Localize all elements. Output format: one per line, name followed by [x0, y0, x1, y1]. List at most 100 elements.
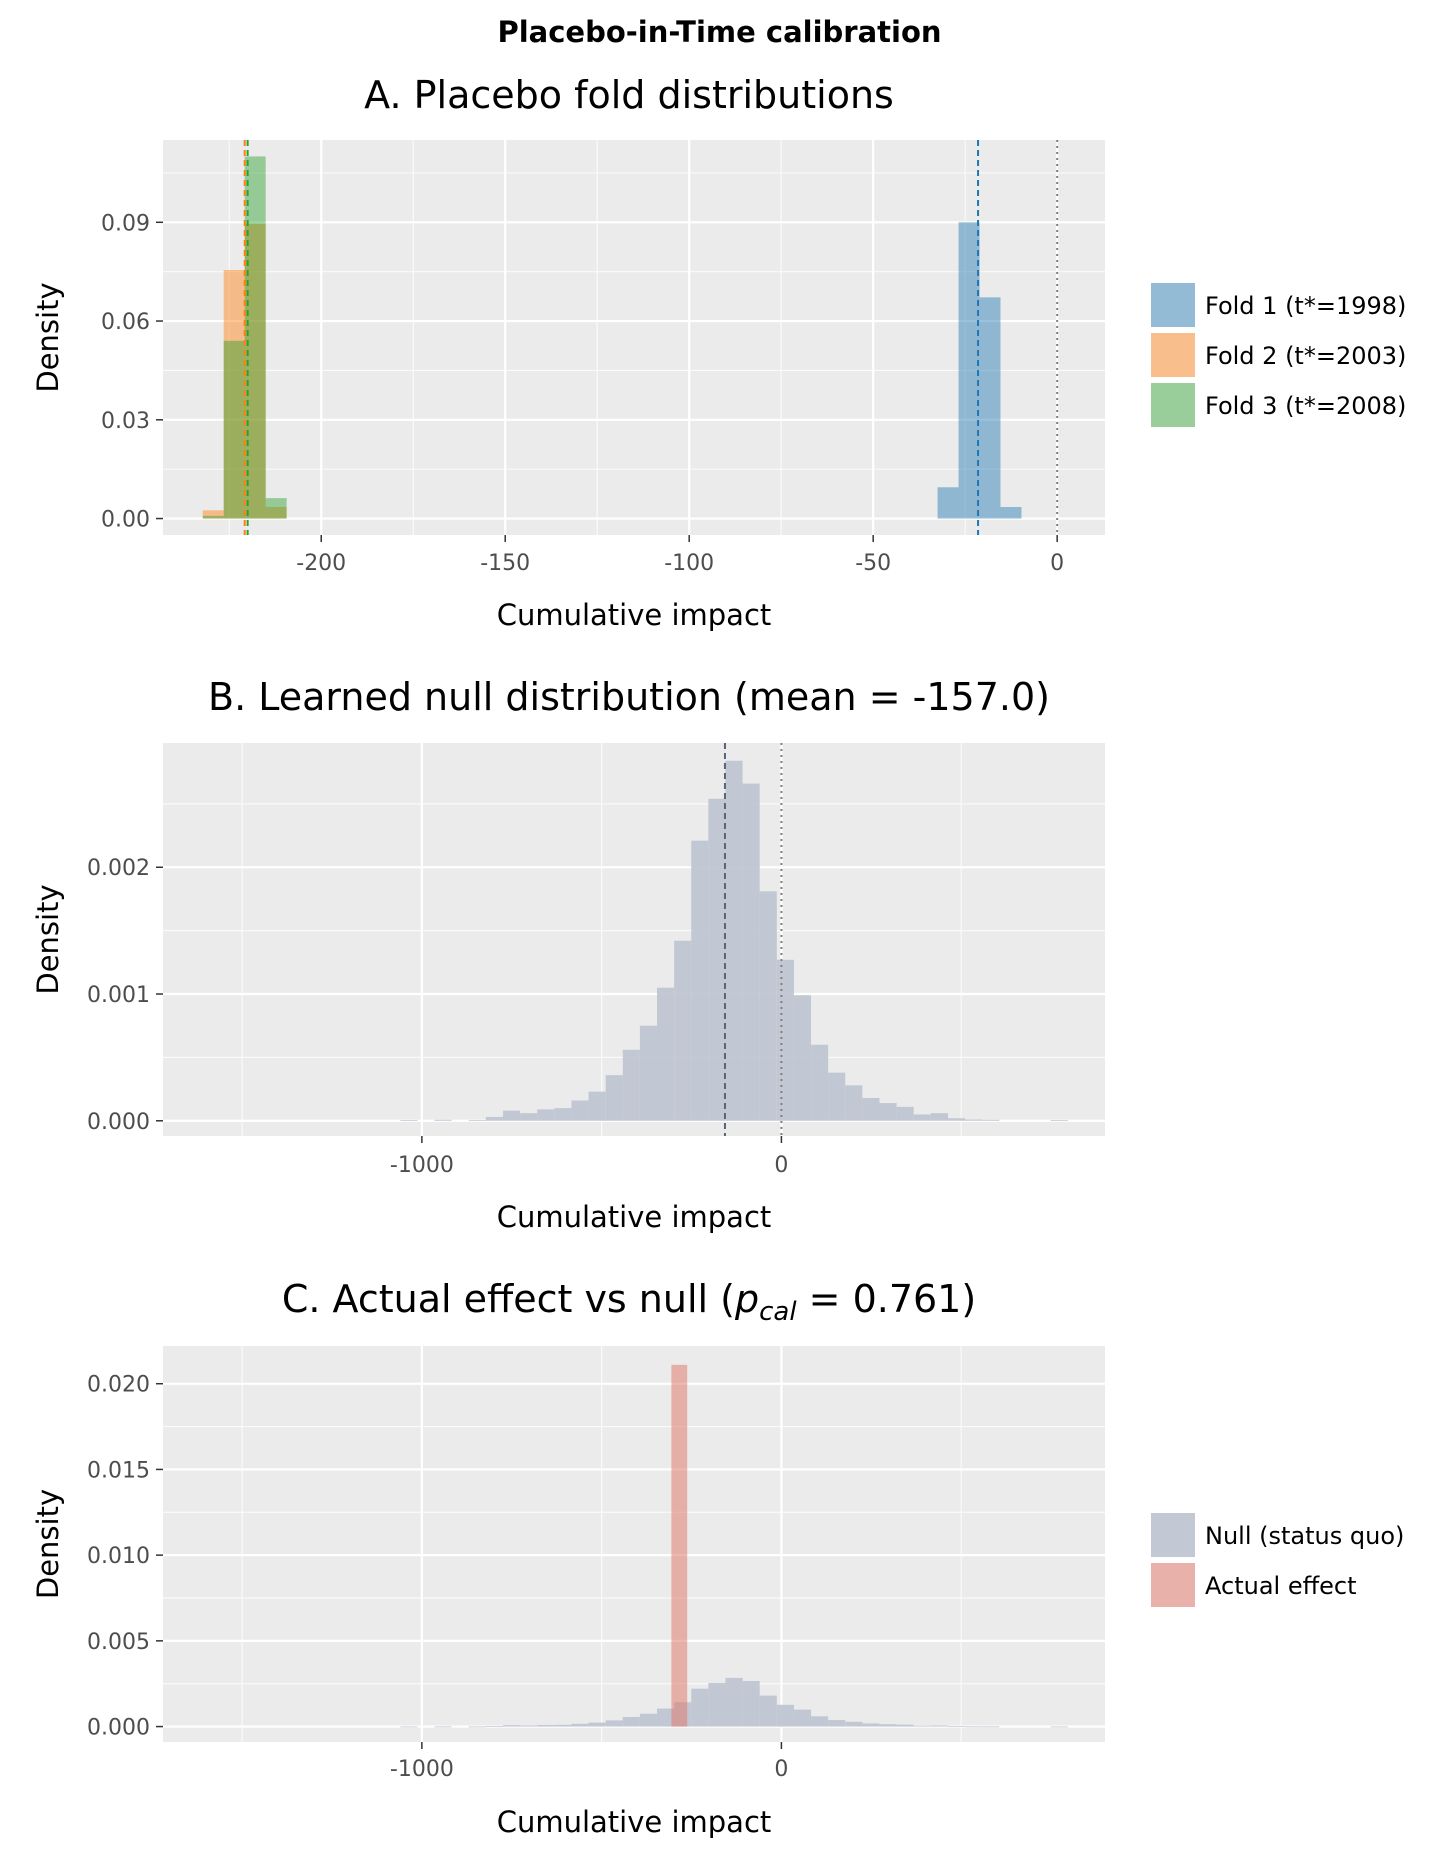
histogram-bar — [845, 1085, 863, 1121]
x-tick-label: -200 — [296, 551, 346, 576]
histogram-bar — [862, 1097, 880, 1121]
x-tick-label: -1000 — [390, 1153, 454, 1178]
histogram-bar — [979, 297, 1001, 519]
y-tick-label: 0.09 — [101, 211, 150, 236]
histogram-bar — [947, 1118, 966, 1121]
histogram-bar — [742, 1680, 760, 1727]
histogram-bar — [434, 1726, 452, 1728]
histogram-bar — [520, 1113, 538, 1121]
legend-swatch — [1151, 1513, 1195, 1557]
legend-key-bg — [1151, 383, 1195, 427]
y-tick-label: 0.015 — [87, 1458, 150, 1483]
legend-label: Fold 2 (t*=2003) — [1205, 342, 1406, 370]
histogram-bar — [811, 1044, 829, 1121]
histogram-bar — [759, 891, 777, 1121]
x-axis-label: Cumulative impact — [497, 1805, 772, 1839]
histogram-bar — [400, 1726, 418, 1728]
histogram-bar — [708, 1683, 726, 1727]
histogram-bar — [502, 1110, 521, 1121]
title-text: = 0.761) — [797, 1277, 977, 1321]
x-axis-label: Cumulative impact — [497, 598, 772, 632]
histogram-bar — [1050, 1726, 1068, 1728]
histogram-bar — [828, 1072, 846, 1121]
histogram-bar — [793, 995, 812, 1121]
histogram-bar — [223, 340, 245, 519]
histogram-bar — [947, 1726, 966, 1728]
x-axis-label: Cumulative impact — [497, 1200, 772, 1234]
legend-key-bg — [1151, 283, 1195, 327]
legend-label: Actual effect — [1205, 1572, 1357, 1600]
y-tick-label: 0.03 — [101, 409, 150, 434]
histogram-bar — [537, 1725, 555, 1727]
histogram-bar — [202, 515, 224, 519]
y-axis-label: Density — [31, 282, 65, 392]
histogram-bar — [811, 1716, 829, 1727]
y-tick-label: 0.002 — [87, 856, 150, 881]
histogram-bar — [845, 1721, 863, 1727]
legend-swatch — [1151, 283, 1195, 327]
histogram-bar — [879, 1724, 897, 1727]
histogram-bar — [958, 222, 980, 519]
histogram-bar — [759, 1695, 777, 1727]
histogram-bar — [1050, 1120, 1068, 1121]
histogram-bar — [434, 1119, 452, 1121]
legend-label: Fold 3 (t*=2008) — [1205, 392, 1406, 420]
histogram-bar — [937, 487, 959, 519]
histogram-bar — [468, 1726, 486, 1728]
histogram-bar — [588, 1091, 606, 1121]
x-tick-label: 0 — [774, 1757, 788, 1782]
y-axis-label: Density — [31, 1489, 65, 1599]
histogram-bar — [244, 223, 266, 519]
histogram-bar — [913, 1725, 931, 1727]
histogram-bar — [674, 940, 692, 1121]
histogram-bar — [223, 270, 245, 519]
histogram-bar — [657, 1708, 675, 1727]
histogram-bar — [639, 1025, 658, 1121]
histogram-bar — [691, 1688, 709, 1727]
histogram-bar — [400, 1120, 418, 1121]
histogram-bar — [605, 1075, 623, 1121]
histogram-bar — [520, 1725, 538, 1727]
histogram-bar — [639, 1713, 658, 1727]
histogram-bar — [776, 959, 794, 1121]
histogram-bar — [622, 1049, 640, 1121]
legend-swatch — [1151, 1563, 1195, 1607]
histogram-bar — [554, 1724, 572, 1727]
panel-1: -1000 0 0.000 0.001 0.002 Cumulative impact De… — [31, 675, 1105, 1234]
histogram-bar — [485, 1116, 503, 1121]
y-tick-label: 0.000 — [87, 1110, 150, 1135]
legend-label: Null (status quo) — [1205, 1522, 1404, 1550]
y-tick-label: 0.000 — [87, 1716, 150, 1741]
histogram-bar — [913, 1114, 931, 1121]
histogram-bar — [502, 1725, 521, 1727]
histogram-bar — [671, 1364, 688, 1727]
histogram-bar — [1000, 507, 1022, 519]
title-text: C. Actual effect vs null ( — [282, 1277, 735, 1321]
histogram-bar — [725, 760, 743, 1121]
title-p: p — [734, 1277, 759, 1321]
histogram-bar — [879, 1103, 897, 1121]
title-subscript: cal — [759, 1297, 797, 1327]
legend-key-bg — [1151, 333, 1195, 377]
panel-0: -200 -150 -100 -50 0 0.00 0.03 0.06 0.09 Cumulati… — [31, 73, 1406, 632]
histogram-bar — [725, 1677, 743, 1727]
histogram-bar — [708, 798, 726, 1121]
x-tick-label: -50 — [855, 551, 891, 576]
histogram-bar — [930, 1113, 948, 1121]
histogram-bar — [244, 156, 266, 519]
histogram-bar — [982, 1119, 1000, 1121]
y-tick-label: 0.06 — [101, 310, 150, 335]
y-tick-label: 0.020 — [87, 1373, 150, 1398]
histogram-bar — [965, 1119, 983, 1121]
x-tick-label: -100 — [664, 551, 714, 576]
x-tick-label: -150 — [480, 551, 530, 576]
histogram-bar — [862, 1723, 880, 1727]
panel-title: C. Actual effect vs null (pcal = 0.761) — [282, 1277, 976, 1327]
panel-2: -1000 0 0.000 0.005 0.010 0.015 0.020 Cumulativ… — [31, 1277, 1404, 1839]
histogram-bar — [622, 1716, 640, 1727]
histogram-bar — [828, 1720, 846, 1727]
histogram-bar — [896, 1724, 914, 1727]
y-axis-label: Density — [31, 884, 65, 994]
panel-title: B. Learned null distribution (mean = -15… — [208, 675, 1050, 719]
y-tick-label: 0.005 — [87, 1630, 150, 1655]
